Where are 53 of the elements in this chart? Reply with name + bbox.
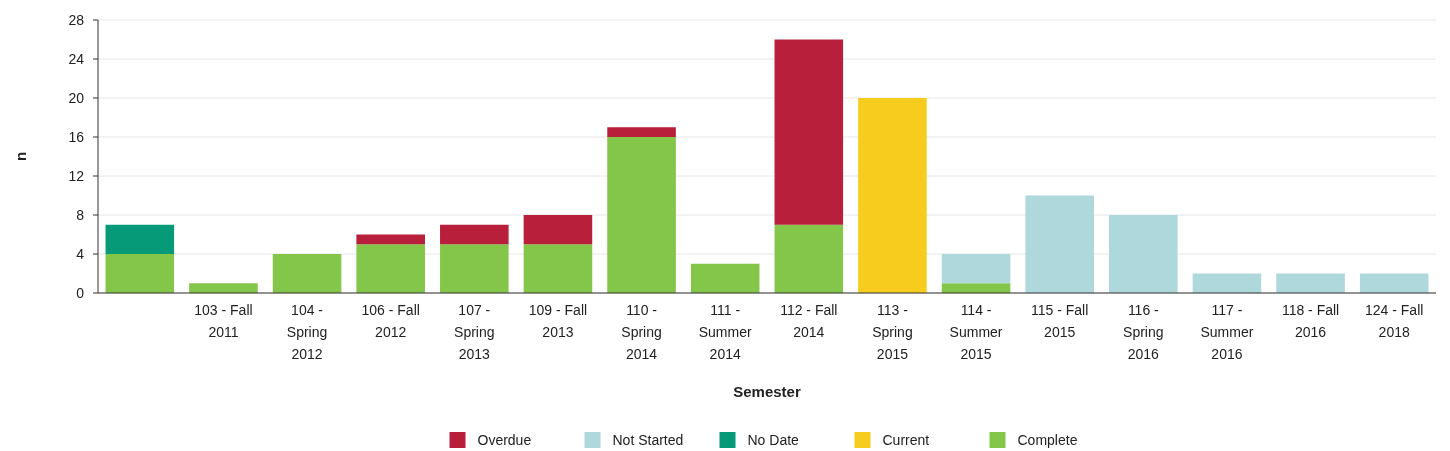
- bar: [941, 254, 1011, 284]
- bar: [941, 283, 1011, 293]
- legend-label: Not Started: [612, 431, 684, 448]
- x-tick-label: 114 - Summer 2015: [949, 302, 1003, 362]
- x-tick-label: 107 - Spring 2013: [454, 302, 495, 362]
- bar: [189, 283, 258, 293]
- x-tick-label: 124 - Fall 2018: [1365, 302, 1424, 340]
- bar: [356, 244, 425, 293]
- y-tick-label: 24: [68, 50, 85, 67]
- bar: [105, 224, 175, 254]
- x-tick-label: 116 - Spring 2016: [1123, 302, 1164, 362]
- legend-label: Overdue: [477, 431, 532, 448]
- bar: [1359, 273, 1429, 293]
- x-tick-label: 112 - Fall 2014: [780, 302, 838, 340]
- x-tick-label: 115 - Fall 2015: [1031, 302, 1089, 340]
- y-tick-label: 12: [68, 167, 85, 184]
- bar: [607, 137, 676, 293]
- x-tick-label: 110 - Spring 2014: [621, 302, 662, 362]
- x-tick-label: 109 - Fall 2013: [528, 302, 588, 340]
- y-tick-label: 4: [76, 245, 85, 262]
- bar: [774, 39, 844, 225]
- bar: [1276, 273, 1345, 293]
- x-axis-title: Semester: [733, 383, 801, 400]
- bar: [1025, 195, 1094, 293]
- y-tick-label: 0: [76, 284, 85, 301]
- legend-label: Complete: [1017, 431, 1078, 448]
- y-axis-title: n: [12, 151, 29, 162]
- legend-label: Current: [882, 431, 930, 448]
- bar: [440, 244, 509, 293]
- bar: [272, 254, 342, 293]
- legend-label: No Date: [747, 431, 800, 448]
- bar: [858, 98, 927, 293]
- x-tick-label: 104 - Spring 2012: [286, 302, 328, 362]
- y-tick-label: 20: [68, 89, 85, 106]
- bar: [105, 254, 175, 293]
- bar: [523, 215, 593, 245]
- bar: [1192, 273, 1262, 293]
- y-tick-label: 28: [68, 11, 85, 28]
- bar: [1109, 215, 1178, 293]
- y-tick-label: 8: [76, 206, 85, 223]
- x-tick-label: 106 - Fall 2012: [361, 302, 420, 340]
- x-tick-label: 117 - Summer 2016: [1200, 302, 1254, 362]
- bar: [607, 127, 676, 137]
- x-tick-label: 111 - Summer 2014: [698, 302, 752, 362]
- bar: [690, 263, 760, 293]
- bar: [523, 244, 593, 293]
- bar: [356, 234, 425, 245]
- x-tick-label: 113 - Spring 2015: [872, 302, 913, 362]
- x-tick-label: 103 - Fall 2011: [194, 302, 253, 340]
- bar: [774, 224, 844, 293]
- bar: [440, 224, 509, 245]
- y-tick-label: 16: [68, 128, 85, 145]
- x-tick-label: 118 - Fall 2016: [1281, 302, 1340, 340]
